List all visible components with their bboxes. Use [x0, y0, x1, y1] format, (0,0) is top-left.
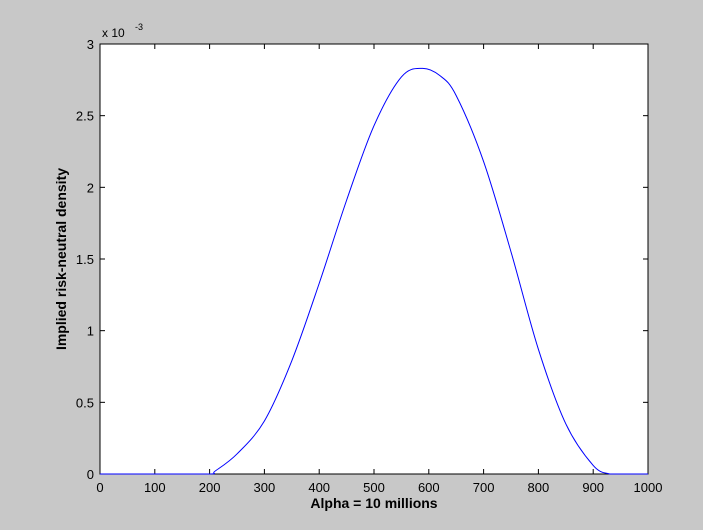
- y-exponent-power: -3: [135, 22, 143, 32]
- y-axis-exponent: x 10 -3: [102, 22, 143, 40]
- plot-area: [99, 43, 649, 475]
- x-tick-label: 1000: [634, 480, 663, 495]
- y-tick-label: 2.5: [76, 109, 94, 124]
- x-tick-label: 700: [473, 480, 495, 495]
- y-tick-label: 2: [87, 180, 94, 195]
- x-tick-label: 0: [96, 480, 103, 495]
- y-axis: 0 0.5 1 1.5 2 2.5 3: [76, 37, 648, 482]
- y-tick-label: 0: [87, 467, 94, 482]
- y-tick-label: 1: [87, 324, 94, 339]
- y-exponent-base: x 10: [102, 26, 125, 40]
- y-axis-label: Implied risk-neutral density: [53, 168, 69, 350]
- x-tick-label: 600: [418, 480, 440, 495]
- x-axis-label: Alpha = 10 millions: [310, 495, 437, 511]
- x-axis: 0 100 200 300 400 500 600 700 800 900 1000: [96, 44, 662, 495]
- x-tick-label: 200: [199, 480, 221, 495]
- x-tick-label: 500: [363, 480, 385, 495]
- x-tick-label: 900: [582, 480, 604, 495]
- x-tick-label: 800: [528, 480, 550, 495]
- x-tick-label: 400: [308, 480, 330, 495]
- x-tick-label: 100: [144, 480, 166, 495]
- density-curve: [100, 67, 648, 475]
- y-tick-label: 1.5: [76, 252, 94, 267]
- x-tick-label: 300: [254, 480, 276, 495]
- y-tick-label: 3: [87, 37, 94, 52]
- y-tick-label: 0.5: [76, 395, 94, 410]
